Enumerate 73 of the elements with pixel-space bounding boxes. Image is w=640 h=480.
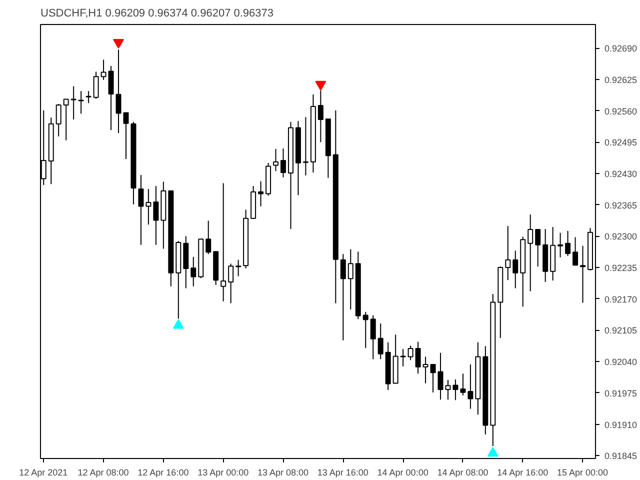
candlestick (123, 112, 129, 160)
candlestick (580, 245, 586, 304)
x-tick-label: 13 Apr 00:00 (198, 468, 249, 478)
candlestick (400, 348, 406, 367)
x-tick-label: 12 Apr 08:00 (78, 468, 129, 478)
y-tick-label: 0.92040 (604, 357, 638, 368)
x-tick-label: 14 Apr 16:00 (497, 468, 548, 478)
candlestick (318, 90, 324, 143)
candlestick (228, 263, 234, 304)
candlestick (70, 86, 76, 120)
candlestick (468, 364, 474, 410)
x-tick-label: 14 Apr 00:00 (377, 468, 428, 478)
candlestick (146, 188, 152, 226)
point (113, 38, 124, 49)
candlestick (348, 248, 354, 310)
chart-title: USDCHF,H1 0.96209 0.96374 0.96207 0.96373 (40, 8, 274, 20)
candlestick (512, 250, 518, 289)
candlestick (100, 59, 106, 80)
candlestick (460, 373, 466, 396)
point (172, 319, 184, 329)
candlestick (535, 228, 541, 268)
x-tick-label: 15 Apr 00:00 (557, 468, 608, 478)
x-tick-label: 14 Apr 08:00 (437, 468, 488, 478)
y-tick-label: 0.92625 (604, 74, 638, 85)
y-tick-label: 0.91845 (604, 451, 638, 462)
x-tick-label: 12 Apr 16:00 (138, 468, 189, 478)
y-tick-label: 0.92300 (604, 232, 638, 242)
candlestick (153, 186, 159, 246)
y-tick-label: 0.91975 (604, 388, 638, 398)
point (315, 80, 326, 91)
candlestick (86, 90, 92, 104)
candlestick (93, 71, 99, 100)
candlestick (340, 254, 346, 341)
candlestick (273, 148, 278, 172)
y-tick-label: 0.92170 (604, 294, 638, 304)
candlestick (572, 236, 578, 266)
y-tick-label: 0.92560 (604, 106, 638, 116)
candlestick (445, 379, 451, 400)
candlestick (108, 65, 114, 131)
candlestick (78, 90, 84, 114)
candlestick (528, 214, 534, 292)
y-tick-label: 0.92690 (604, 44, 638, 54)
candlestick (116, 49, 122, 134)
point (487, 446, 498, 457)
candlestick (220, 182, 226, 302)
x-tick-label: 12 Apr 2021 (19, 468, 68, 478)
candlestick (415, 341, 421, 374)
candlestick (452, 378, 458, 401)
candlestick (302, 116, 308, 176)
x-tick-label: 13 Apr 16:00 (317, 468, 368, 478)
y-tick-label: 0.92495 (604, 138, 638, 148)
candlestick (280, 148, 286, 178)
candlestick (206, 220, 212, 255)
candlestick (370, 314, 376, 360)
candlestick (565, 230, 571, 256)
y-tick-label: 0.92430 (604, 169, 638, 180)
candlestick (63, 98, 69, 141)
y-tick-label: 0.92365 (604, 200, 638, 210)
candlestick (408, 345, 414, 361)
candlestick (378, 322, 384, 360)
candlestick (56, 104, 62, 137)
y-tick-label: 0.92235 (604, 263, 638, 274)
candlestick (362, 311, 368, 349)
candlestick (422, 356, 428, 384)
y-tick-label: 0.92105 (604, 326, 638, 336)
candlestick (190, 256, 196, 287)
candlestick (236, 259, 242, 277)
x-tick-label: 13 Apr 08:00 (257, 468, 309, 478)
candlestick (258, 180, 264, 207)
candlestick (505, 226, 511, 281)
candlestick (558, 232, 564, 258)
candlestick (138, 174, 144, 246)
y-tick-label: 0.91910 (604, 420, 638, 430)
